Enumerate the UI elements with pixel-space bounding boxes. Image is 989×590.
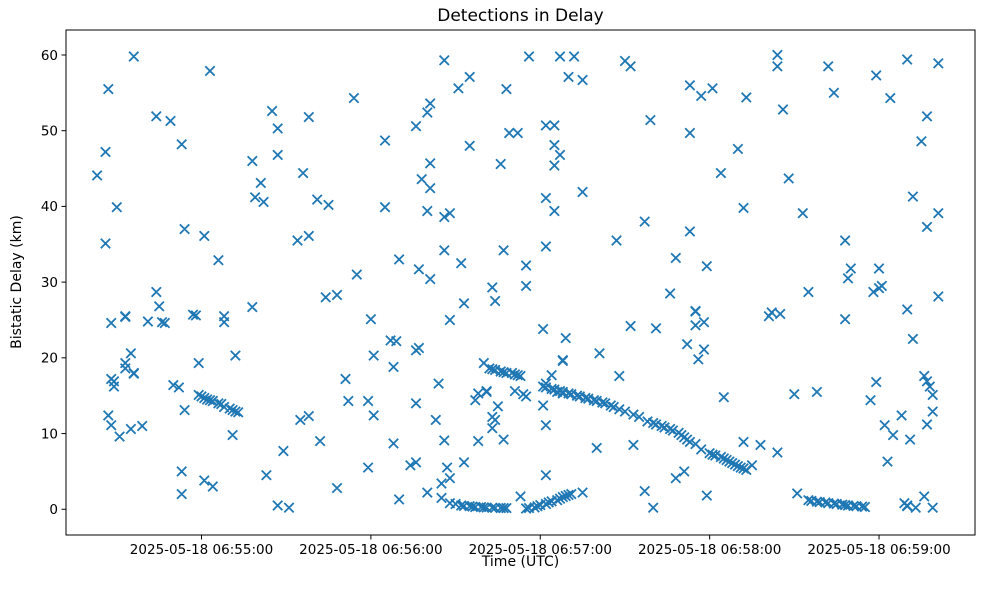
y-tick-label: 40 <box>41 199 58 215</box>
x-tick-label: 2025-05-18 06:57:00 <box>469 542 612 558</box>
plot-border <box>65 29 976 536</box>
chart-title: Detections in Delay <box>437 6 604 26</box>
x-tick-label: 2025-05-18 06:56:00 <box>299 542 442 558</box>
y-tick-label: 0 <box>49 502 58 518</box>
x-tick-label: 2025-05-18 06:55:00 <box>130 542 273 558</box>
y-tick-label: 50 <box>41 123 58 139</box>
x-axis-label: Time (UTC) <box>481 554 560 570</box>
x-tick-label: 2025-05-18 06:58:00 <box>638 542 781 558</box>
y-axis-label: Bistatic Delay (km) <box>9 215 25 349</box>
y-tick-label: 20 <box>41 351 58 367</box>
scatter-markers <box>91 49 944 514</box>
x-tick-label: 2025-05-18 06:59:00 <box>807 542 950 558</box>
y-tick-label: 60 <box>41 48 58 64</box>
y-tick-label: 30 <box>41 275 58 291</box>
y-tick-label: 10 <box>41 426 58 442</box>
